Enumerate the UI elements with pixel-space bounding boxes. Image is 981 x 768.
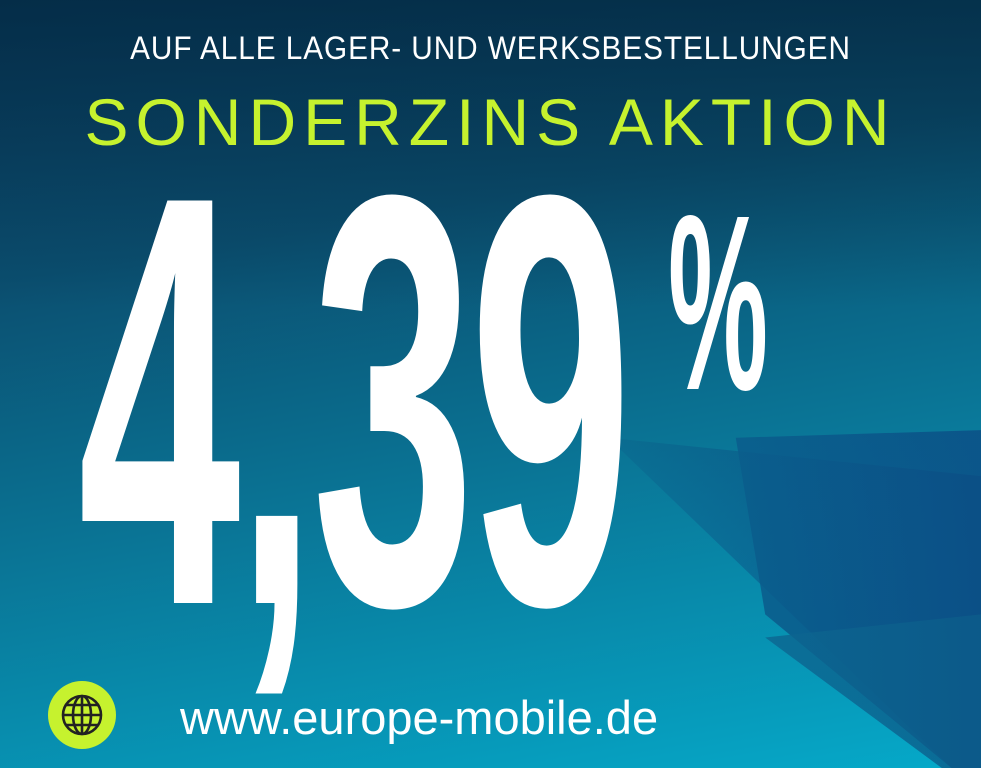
interest-rate: 4,39 — [78, 73, 632, 727]
headline: AUF ALLE LAGER- UND WERKSBESTELLUNGEN — [130, 30, 851, 66]
website-link[interactable]: www.europe-mobile.de — [180, 691, 659, 744]
globe-icon — [48, 681, 116, 749]
percent-sign: % — [668, 163, 769, 442]
promo-title: SONDERZINS AKTION — [84, 85, 897, 159]
